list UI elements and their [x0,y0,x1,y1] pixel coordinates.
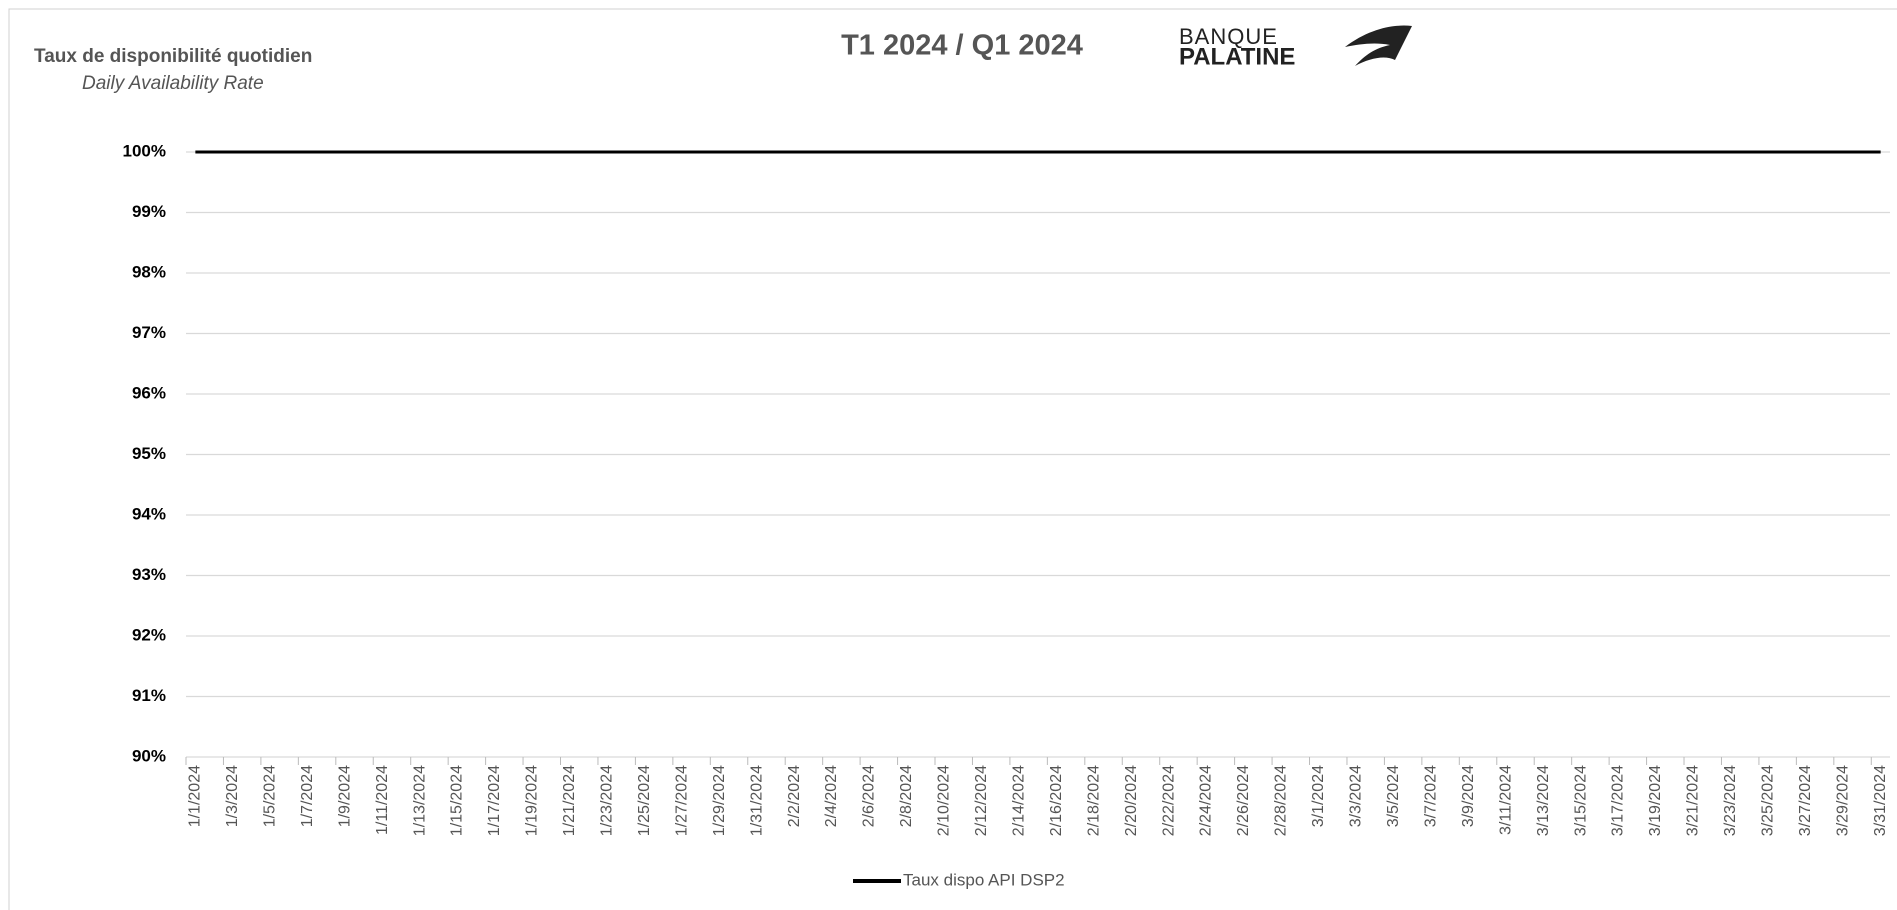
x-tick-label: 1/29/2024 [711,765,728,836]
y-tick-label: 94% [132,504,166,523]
y-tick-label: 95% [132,444,166,463]
x-tick-label: 3/11/2024 [1497,765,1514,835]
x-tick-label: 3/7/2024 [1422,765,1439,827]
y-tick-label: 96% [132,383,166,402]
x-tick-label: 3/31/2024 [1872,765,1889,836]
x-tick-label: 3/3/2024 [1348,765,1365,827]
logo-text: PALATINE [1179,43,1295,70]
x-tick-label: 2/6/2024 [861,765,878,827]
y-tick-label: 90% [132,746,166,765]
chart-title: T1 2024 / Q1 2024 [841,30,1083,62]
x-tick-label: 3/1/2024 [1310,765,1327,827]
x-tick-label: 1/15/2024 [449,765,466,836]
legend-label: Taux dispo API DSP2 [903,870,1065,889]
y-axis-sublabel: Daily Availability Rate [82,73,264,94]
x-tick-label: 2/14/2024 [1010,765,1027,836]
x-tick-label: 3/19/2024 [1647,765,1664,836]
x-tick-label: 3/15/2024 [1572,765,1589,836]
x-tick-label: 2/26/2024 [1235,765,1252,836]
x-tick-label: 2/22/2024 [1160,765,1177,836]
x-tick-label: 3/9/2024 [1460,765,1477,827]
x-tick-label: 1/19/2024 [524,765,541,836]
x-tick-label: 3/23/2024 [1722,765,1739,836]
x-tick-label: 1/13/2024 [411,765,428,836]
logo-text: BANQUE [1179,24,1278,49]
y-tick-label: 98% [132,262,166,281]
x-tick-label: 3/25/2024 [1760,765,1777,836]
logo: BANQUE PALATINE [1179,24,1412,70]
x-tick-label: 3/5/2024 [1385,765,1402,827]
x-tick-label: 1/31/2024 [748,765,765,836]
x-tick-label: 1/1/2024 [187,765,204,827]
x-tick-label: 2/18/2024 [1085,765,1102,836]
y-axis-label: Taux de disponibilité quotidien [34,46,312,67]
x-tick-label: 2/8/2024 [898,765,915,827]
x-tick-label: 1/21/2024 [561,765,578,836]
y-tick-label: 91% [132,686,166,705]
y-tick-label: 99% [132,202,166,221]
x-tick-label: 3/13/2024 [1535,765,1552,836]
x-tick-label: 3/27/2024 [1797,765,1814,836]
x-tick-label: 3/17/2024 [1610,765,1627,836]
x-tick-label: 2/4/2024 [823,765,840,827]
x-tick-label: 3/29/2024 [1834,765,1851,836]
x-tick-label: 1/25/2024 [636,765,653,836]
x-tick-label: 1/9/2024 [336,765,353,827]
x-tick-label: 2/10/2024 [936,765,953,836]
x-tick-label: 1/27/2024 [673,765,690,836]
x-tick-label: 1/17/2024 [486,765,503,836]
x-tick-label: 1/5/2024 [261,765,278,827]
x-tick-label: 1/3/2024 [224,765,241,827]
y-tick-label: 100% [123,141,166,160]
y-tick-label: 93% [132,565,166,584]
logo-icon [1345,25,1412,66]
chart-border [8,8,1897,910]
y-tick-label: 97% [132,323,166,342]
x-tick-label: 2/2/2024 [786,765,803,827]
y-tick-label: 92% [132,625,166,644]
x-tick-label: 2/12/2024 [973,765,990,836]
x-tick-label: 2/28/2024 [1273,765,1290,836]
x-tick-label: 2/16/2024 [1048,765,1065,836]
x-tick-label: 2/24/2024 [1198,765,1215,836]
x-tick-label: 2/20/2024 [1123,765,1140,836]
x-tick-label: 1/11/2024 [374,765,391,835]
x-tick-label: 3/21/2024 [1685,765,1702,836]
x-tick-label: 1/7/2024 [299,765,316,827]
x-tick-label: 1/23/2024 [599,765,616,836]
